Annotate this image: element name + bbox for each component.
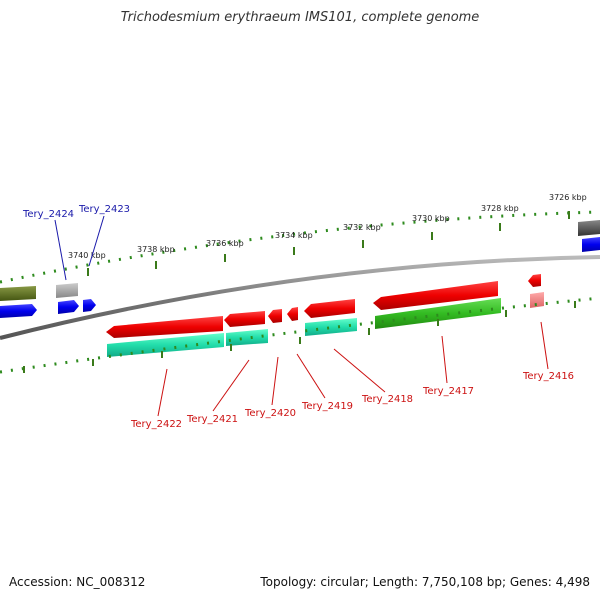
gene-label-tery-2418: Tery_2418 — [361, 394, 413, 405]
gene-bar-green — [375, 298, 501, 329]
gene-bar-teal — [305, 318, 357, 336]
gene-arrow-olive — [0, 286, 36, 301]
scale-label: 3734 kbp — [275, 231, 313, 240]
gene-arrow-darkgrey — [578, 220, 600, 236]
gene-arrow-red — [224, 311, 265, 327]
gene-arrow-red — [373, 281, 498, 310]
accession-text: Accession: NC_008312 — [9, 575, 146, 589]
gene-arrow-blue — [0, 304, 37, 318]
scale-label: 3728 kbp — [481, 204, 519, 213]
genome-stats-text: Topology: circular; Length: 7,750,108 bp… — [260, 575, 590, 589]
gene-label-tery-2423: Tery_2423 — [78, 204, 130, 215]
scale-labels: 3726 kbp 3728 kbp 3730 kbp 3732 kbp 3734… — [68, 193, 587, 260]
inner-tick-track — [0, 296, 600, 374]
scale-label: 3726 kbp — [549, 193, 587, 202]
outer-tick-track — [0, 210, 600, 284]
genome-backbone — [0, 255, 600, 340]
gene-arrow-red — [287, 307, 298, 321]
forward-label-leaders — [54, 215, 105, 281]
gene-bar-teal — [107, 333, 224, 357]
gene-bar-pink — [530, 292, 544, 308]
gene-arrow-red — [106, 316, 223, 338]
forward-genes — [0, 220, 600, 318]
scale-label: 3738 kbp — [137, 245, 175, 254]
gene-label-tery-2424: Tery_2424 — [22, 209, 74, 220]
scale-label: 3732 kbp — [343, 223, 381, 232]
gene-arrow-blue — [83, 299, 96, 312]
gene-arrow-red — [304, 299, 355, 318]
gene-arrow-blue — [58, 300, 79, 314]
gene-label-tery-2416: Tery_2416 — [522, 371, 574, 382]
forward-gene-labels: Tery_2424 Tery_2423 — [22, 204, 130, 220]
reverse-genes — [106, 274, 544, 357]
reverse-gene-labels: Tery_2422 Tery_2421 Tery_2420 Tery_2419 … — [130, 371, 574, 430]
scale-label: 3730 kbp — [412, 214, 450, 223]
gene-arrow-blue — [582, 237, 600, 252]
gene-label-tery-2422: Tery_2422 — [130, 419, 182, 430]
gene-bar-teal — [226, 329, 268, 346]
scale-label: 3740 kbp — [68, 251, 106, 260]
gene-label-tery-2417: Tery_2417 — [422, 386, 474, 397]
gene-arrow-red — [528, 274, 541, 287]
gene-arrow-red — [268, 309, 282, 323]
gene-label-tery-2419: Tery_2419 — [301, 401, 353, 412]
gene-label-tery-2421: Tery_2421 — [186, 414, 238, 425]
gene-label-tery-2420: Tery_2420 — [244, 408, 296, 419]
map-title: Trichodesmium erythraeum IMS101, complet… — [120, 10, 480, 25]
gene-arrow-grey — [56, 283, 78, 298]
reverse-label-leaders — [157, 321, 549, 417]
scale-label: 3736 kbp — [206, 239, 244, 248]
